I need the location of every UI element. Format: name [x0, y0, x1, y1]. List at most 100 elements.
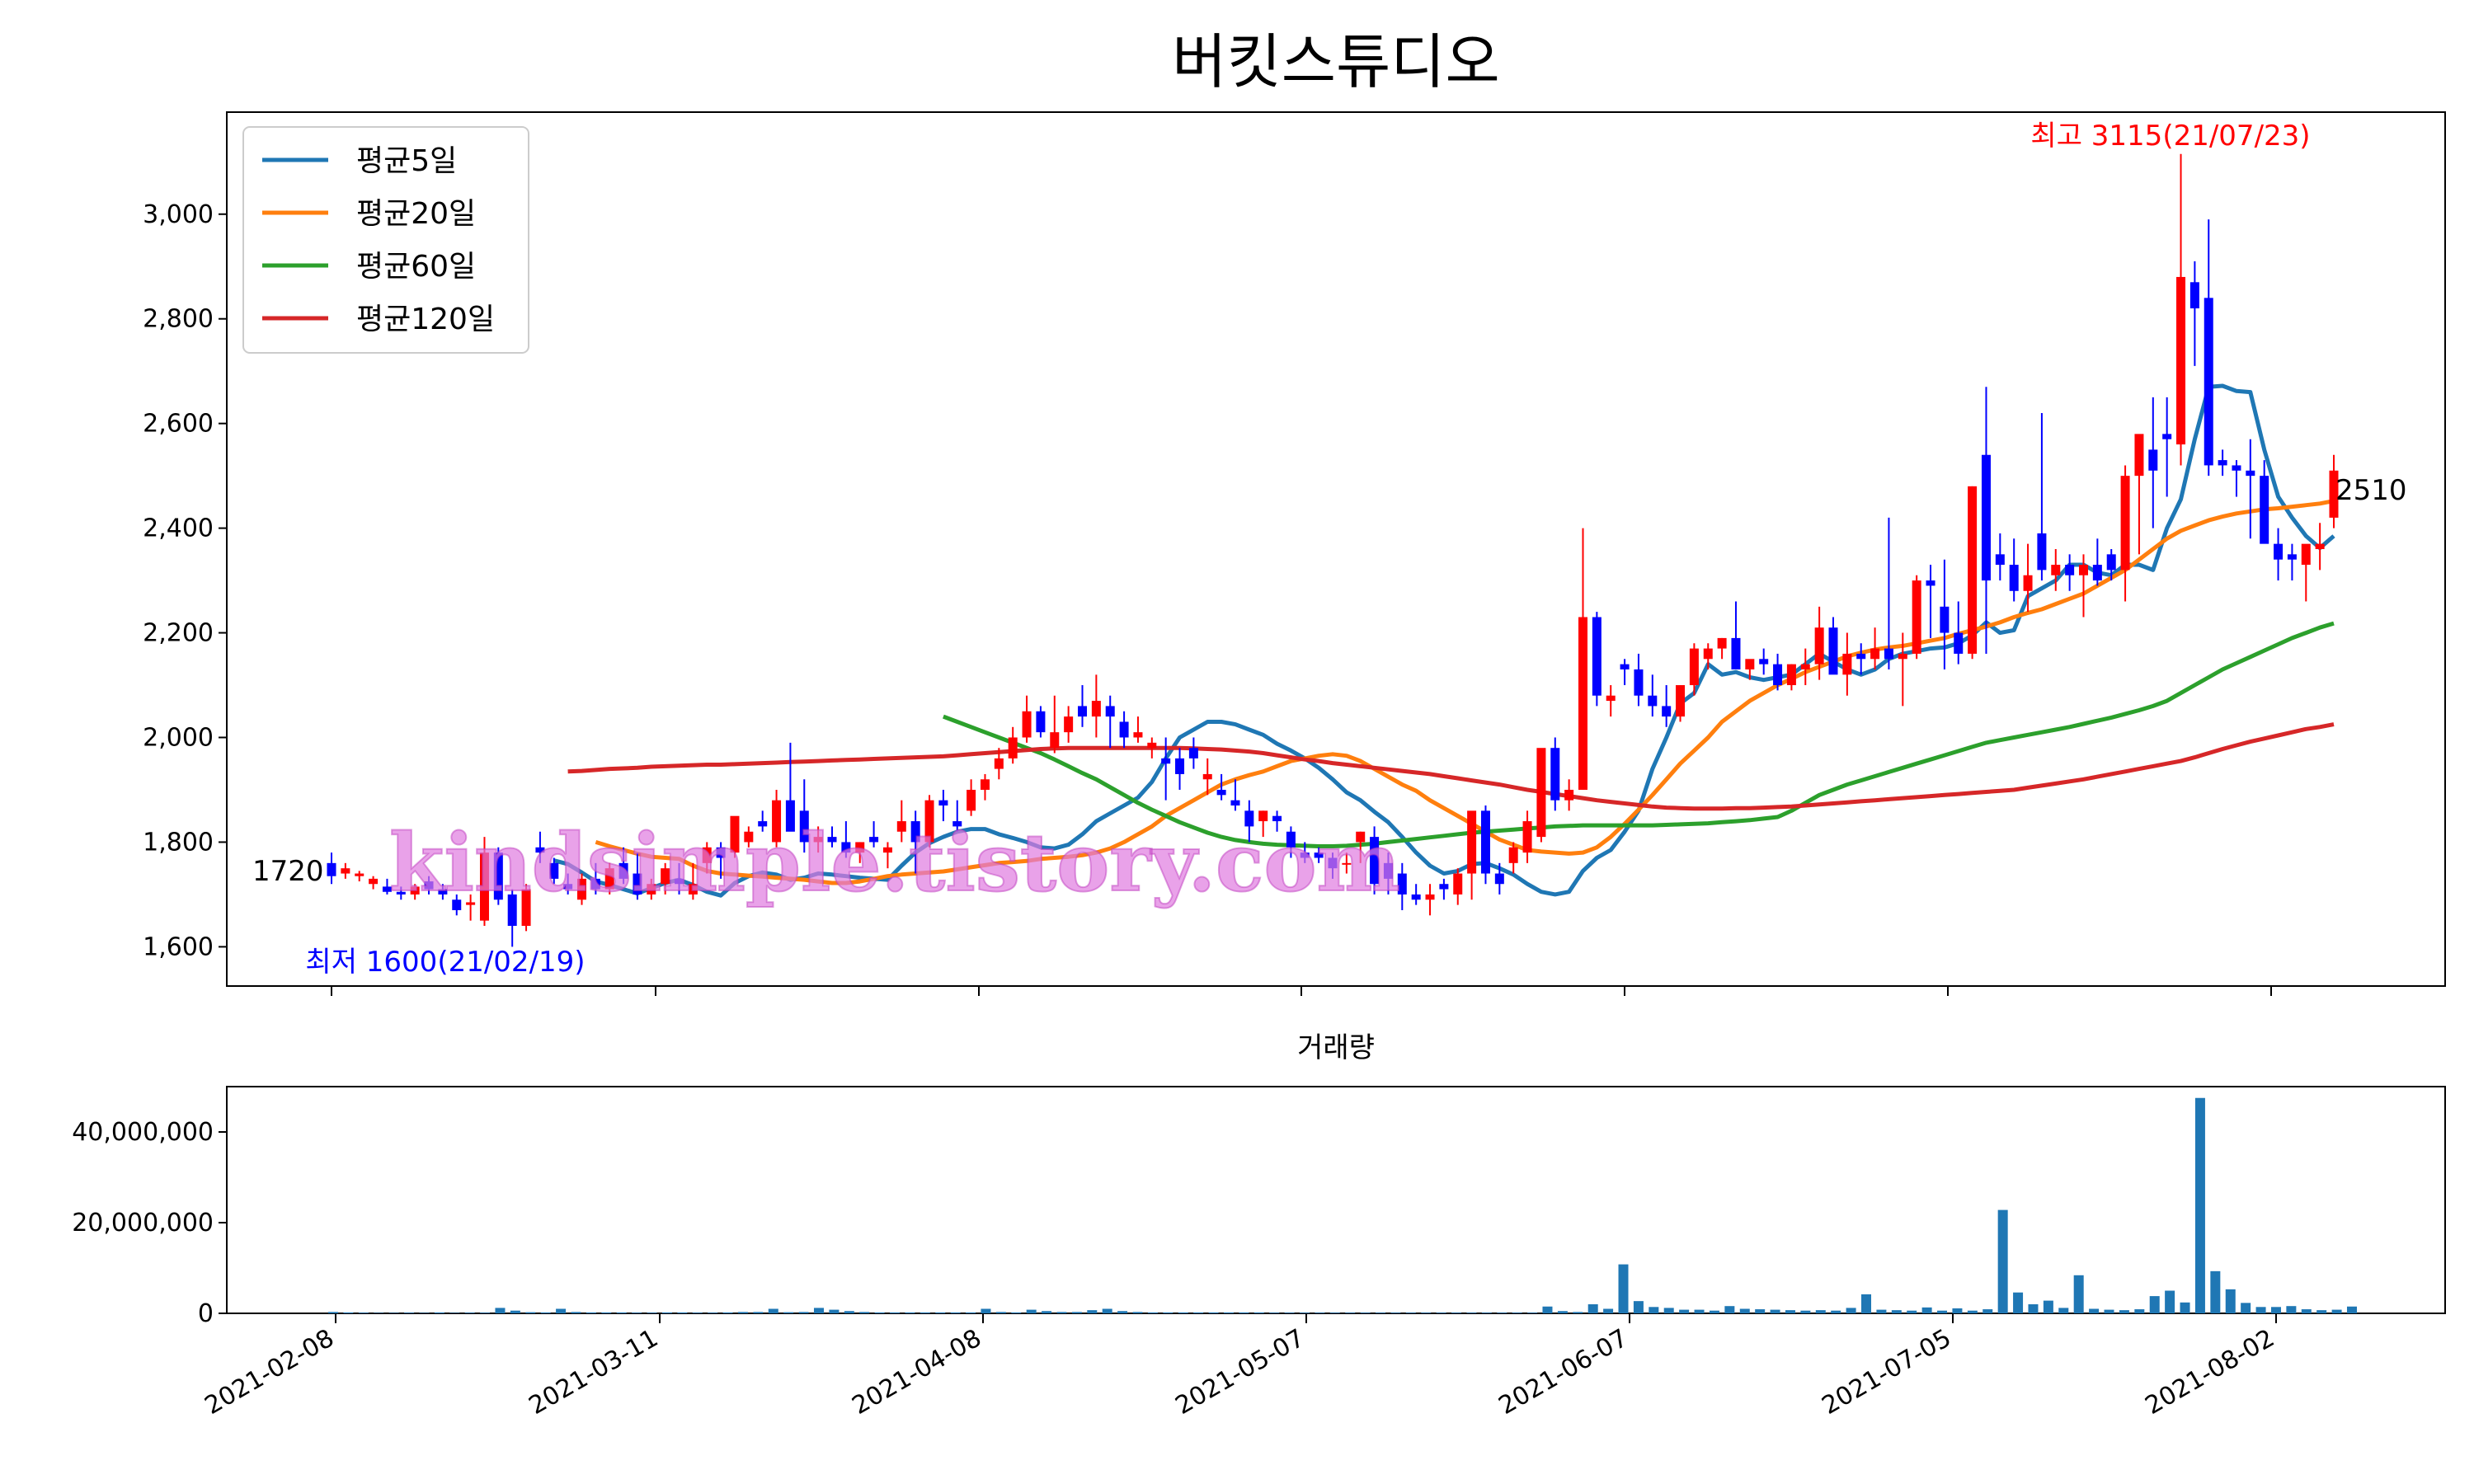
volume-bar: [1937, 1310, 1948, 1313]
volume-bar: [1573, 1312, 1583, 1313]
candle-body: [1411, 894, 1421, 900]
ma-line-평균5일: [553, 383, 2335, 898]
volume-bar: [1815, 1310, 1826, 1313]
candle-body: [1022, 711, 1032, 738]
volume-bar: [1694, 1309, 1705, 1313]
candle-body: [2301, 543, 2311, 566]
candle: [869, 821, 879, 848]
candle: [1119, 711, 1129, 749]
candle: [716, 842, 726, 879]
moving-average-lines: [553, 383, 2335, 898]
candle: [1467, 810, 1477, 900]
candle-body: [479, 852, 489, 921]
volume-bar: [2255, 1307, 2266, 1313]
candle: [1550, 737, 1560, 811]
legend-box: [242, 126, 529, 354]
candle: [2134, 434, 2144, 555]
candle: [1898, 632, 1907, 707]
candle: [1216, 773, 1226, 801]
volume-bar: [1800, 1310, 1811, 1313]
candle: [2051, 549, 2061, 591]
volume-bar: [1087, 1310, 1098, 1313]
volume-bar: [1587, 1304, 1598, 1313]
candle: [1773, 653, 1783, 691]
candle: [327, 852, 336, 885]
candle-body: [744, 831, 754, 843]
candle-body: [2106, 554, 2116, 571]
volume-bar: [1846, 1308, 1856, 1313]
volume-bar: [1709, 1310, 1719, 1313]
candle: [1786, 664, 1796, 691]
candle-body: [855, 842, 865, 853]
candle: [563, 873, 573, 895]
candle-body: [1091, 701, 1101, 717]
candle: [1536, 748, 1546, 843]
volume-bar: [1876, 1309, 1887, 1313]
candle: [1258, 810, 1268, 838]
max-annotation: 최고 3115(21/07/23): [2030, 120, 2310, 153]
candle: [2009, 538, 2019, 602]
volume-bar: [2241, 1303, 2251, 1313]
candle-body: [1078, 706, 1087, 717]
volume-bar: [1633, 1301, 1644, 1313]
price-y-tick-label: 2,400: [143, 514, 214, 543]
candle-body: [438, 889, 448, 895]
candle: [1133, 716, 1143, 743]
candle-body: [1216, 789, 1226, 796]
volume-bar: [859, 1312, 870, 1313]
candle-body: [938, 800, 948, 806]
candle-body: [1578, 617, 1587, 790]
candle-body: [1703, 648, 1713, 660]
candle-body: [1968, 486, 1978, 654]
candle: [1286, 826, 1296, 858]
volume-bar: [1618, 1264, 1629, 1313]
legend-label: 평균5일: [356, 144, 457, 178]
candle: [1105, 695, 1115, 749]
candle: [1995, 533, 2005, 581]
candle-body: [535, 847, 545, 853]
candle: [1856, 643, 1866, 675]
candle-body: [549, 862, 559, 879]
price-y-tick-label: 2,800: [143, 305, 214, 334]
volume-bar: [1026, 1309, 1037, 1313]
candle-body: [327, 862, 336, 876]
volume-bar: [510, 1310, 520, 1313]
candle: [1300, 842, 1310, 863]
candle-body: [869, 837, 879, 843]
volume-x-tick-label: 2021-03-11: [524, 1324, 663, 1421]
candle: [1564, 779, 1574, 811]
candle: [799, 779, 809, 853]
candle: [1202, 758, 1212, 796]
candle-body: [2260, 476, 2269, 544]
candle-body: [661, 868, 670, 885]
candle-body: [2120, 476, 2130, 571]
candle: [341, 862, 350, 879]
candle-body: [2246, 470, 2255, 477]
candle-body: [1662, 706, 1672, 717]
candle: [1676, 685, 1686, 722]
candle: [424, 876, 434, 895]
volume-bar: [981, 1308, 991, 1313]
candle: [1981, 387, 1991, 654]
volume-bar: [2165, 1290, 2175, 1313]
candle: [967, 779, 976, 816]
candle-body: [1036, 711, 1046, 733]
candle-body: [2287, 554, 2297, 560]
candle-body: [1508, 847, 1518, 863]
candle-body: [2134, 434, 2144, 477]
volume-x-tick-label: 2021-02-08: [200, 1324, 339, 1421]
candle: [1356, 831, 1366, 863]
candle-body: [1870, 648, 1880, 660]
candle-body: [396, 891, 406, 895]
candle-body: [2079, 565, 2088, 575]
volume-bar: [1724, 1306, 1735, 1313]
volume-bar: [768, 1308, 778, 1313]
candle: [1731, 601, 1741, 669]
candle-body: [1606, 695, 1616, 702]
volume-bar: [995, 1312, 1006, 1313]
candle-body: [772, 800, 782, 843]
candle: [1759, 648, 1769, 675]
candle: [1870, 627, 1880, 669]
volume-bar: [1603, 1308, 1614, 1313]
